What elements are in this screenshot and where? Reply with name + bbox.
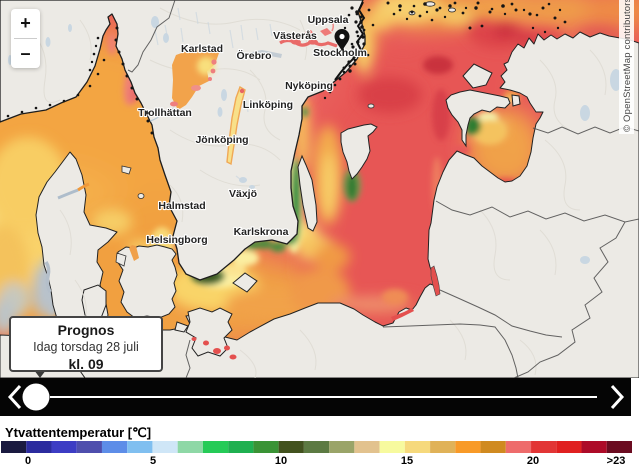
- svg-text:Växjö: Växjö: [229, 188, 257, 200]
- svg-text:Karlskrona: Karlskrona: [234, 226, 289, 238]
- svg-text:Uppsala: Uppsala: [308, 14, 349, 26]
- svg-text:Nyköping: Nyköping: [285, 80, 333, 92]
- svg-text:Helsingborg: Helsingborg: [146, 234, 207, 246]
- svg-text:Västerås: Västerås: [273, 30, 317, 42]
- svg-text:Örebro: Örebro: [236, 49, 271, 62]
- svg-text:Stockholm: Stockholm: [313, 47, 367, 59]
- svg-text:Linköping: Linköping: [243, 99, 293, 111]
- svg-text:Trollhättan: Trollhättan: [138, 107, 192, 119]
- svg-text:Karlstad: Karlstad: [181, 43, 223, 55]
- svg-text:Jönköping: Jönköping: [195, 134, 248, 146]
- svg-text:Halmstad: Halmstad: [158, 200, 205, 212]
